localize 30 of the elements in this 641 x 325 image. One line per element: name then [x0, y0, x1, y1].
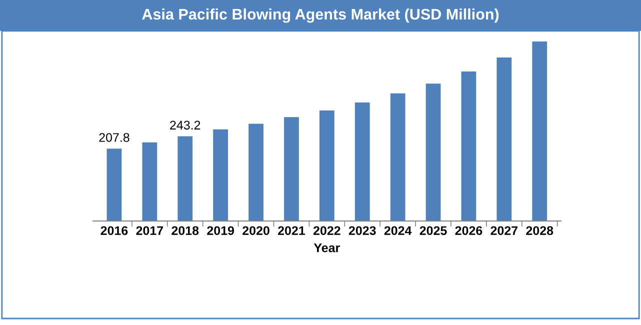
x-tick-label: 2024 — [384, 226, 412, 236]
x-tick-label: 2028 — [526, 226, 554, 236]
bar — [284, 117, 299, 221]
bar — [213, 129, 228, 221]
bar — [354, 102, 370, 221]
data-label: 207.8 — [99, 133, 130, 142]
bar — [142, 142, 158, 221]
x-tick-label: 2027 — [490, 226, 518, 236]
chart-title: Asia Pacific Blowing Agents Market (USD Million) — [142, 8, 499, 23]
x-tick-label: 2017 — [136, 226, 164, 236]
bar — [461, 71, 476, 221]
x-tick-label: 2026 — [455, 226, 482, 236]
x-axis-title: Year — [314, 244, 340, 252]
data-label: 243.2 — [170, 120, 200, 130]
x-tick-label: 2025 — [420, 226, 447, 236]
bar — [178, 136, 193, 221]
x-tick-label: 2018 — [172, 226, 199, 236]
x-tick-label: 2016 — [100, 226, 128, 236]
bar — [106, 148, 122, 221]
bar — [532, 41, 548, 221]
bar — [248, 124, 264, 221]
x-tick-label: 2023 — [348, 226, 376, 236]
x-tick-label: 2022 — [313, 226, 340, 236]
x-tick-label: 2019 — [207, 226, 234, 236]
bar — [496, 58, 512, 221]
bar — [390, 93, 406, 221]
bar — [319, 110, 334, 221]
x-tick-label: 2021 — [278, 226, 306, 236]
bar — [426, 84, 441, 221]
x-tick-label: 2020 — [242, 226, 270, 236]
